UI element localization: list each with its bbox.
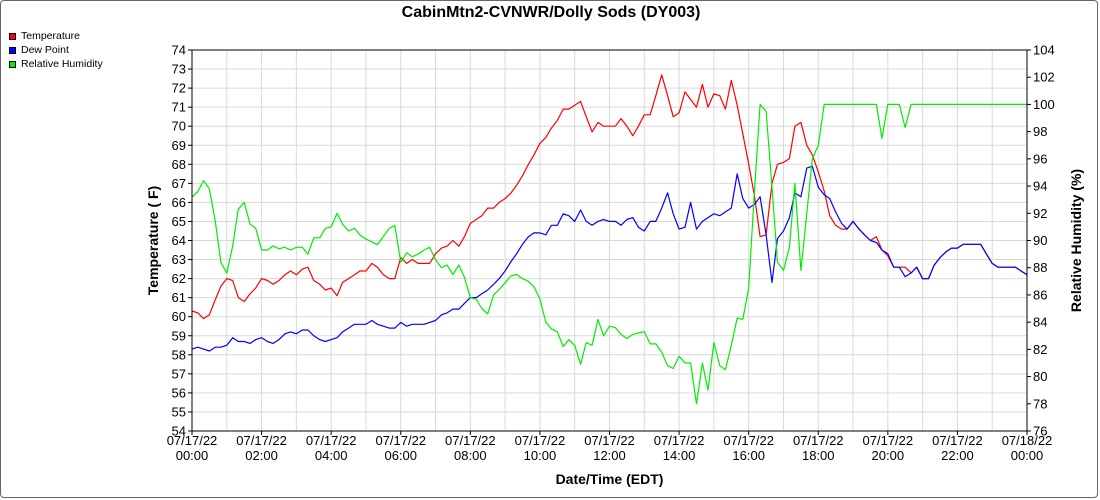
y2-tick-label: 86: [1033, 287, 1047, 302]
y-tick-label: 68: [172, 157, 186, 172]
x-tick-date: 07/17/22: [445, 433, 496, 448]
y2-tick-label: 82: [1033, 342, 1047, 357]
y-tick-label: 63: [172, 252, 186, 267]
axes: [188, 49, 1031, 435]
x-tick-date: 07/17/22: [515, 433, 566, 448]
legend-swatch-temperature: [9, 32, 16, 40]
x-axis-title: Date/Time (EDT): [556, 471, 664, 487]
y-tick-label: 70: [172, 119, 186, 134]
x-tick-date: 07/17/22: [167, 433, 218, 448]
x-tick-time: 18:00: [802, 448, 835, 463]
y2-tick-label: 84: [1033, 315, 1047, 330]
y-tick-label: 71: [172, 100, 186, 115]
x-tick-date: 07/17/22: [654, 433, 705, 448]
x-tick-date: 07/17/22: [306, 433, 357, 448]
legend-label-relative-humidity: Relative Humidity: [21, 58, 103, 70]
x-tick-date: 07/17/22: [793, 433, 844, 448]
y-tick-label: 64: [172, 233, 186, 248]
y2-axis-title: Relative Humidity (%): [1068, 169, 1084, 312]
legend: Temperature Dew Point Relative Humidity: [9, 29, 103, 71]
x-tick-time: 02:00: [245, 448, 278, 463]
chart-title: CabinMtn2-CVNWR/Dolly Sods (DY003): [401, 4, 701, 21]
legend-label-temperature: Temperature: [21, 30, 80, 42]
y2-tick-label: 100: [1033, 97, 1055, 112]
y2-tick-label: 98: [1033, 124, 1047, 139]
y-tick-label: 54: [172, 424, 186, 439]
y2-tick-label: 76: [1033, 424, 1047, 439]
tick-labels: 54 55 56 57 58 59 60 61 62 63 64 65 66 67 68 69 70 71 72 73…: [167, 43, 1055, 464]
y-tick-label: 62: [172, 271, 186, 286]
x-tick-date: 07/17/22: [584, 433, 635, 448]
x-tick-date: 07/17/22: [375, 433, 426, 448]
y2-tick-label: 104: [1033, 43, 1055, 58]
y2-tick-label: 96: [1033, 151, 1047, 166]
y-tick-label: 65: [172, 214, 186, 229]
y-tick-label: 66: [172, 195, 186, 210]
y-tick-label: 60: [172, 309, 186, 324]
x-tick-date: 07/17/22: [236, 433, 287, 448]
y2-tick-label: 78: [1033, 396, 1047, 411]
x-tick-time: 08:00: [454, 448, 487, 463]
y-tick-label: 67: [172, 176, 186, 191]
x-tick-time: 14:00: [663, 448, 696, 463]
x-tick-time: 10:00: [524, 448, 557, 463]
y-tick-label: 55: [172, 404, 186, 419]
y-tick-label: 69: [172, 138, 186, 153]
y-tick-label: 74: [172, 43, 186, 58]
y-axis-title: Temperature ( F): [145, 186, 161, 295]
x-tick-time: 00:00: [176, 448, 209, 463]
x-tick-time: 12:00: [593, 448, 626, 463]
y2-tick-label: 94: [1033, 179, 1047, 194]
x-tick-date: 07/17/22: [723, 433, 774, 448]
x-tick-time: 20:00: [872, 448, 905, 463]
legend-swatch-relative-humidity: [9, 60, 16, 68]
x-tick-time: 16:00: [732, 448, 765, 463]
y2-tick-label: 88: [1033, 260, 1047, 275]
plot-border: [191, 49, 1028, 432]
grid: [191, 49, 1028, 432]
legend-swatch-dew-point: [9, 46, 16, 54]
x-tick-date: 07/17/22: [863, 433, 914, 448]
y-tick-label: 58: [172, 347, 186, 362]
legend-label-dew-point: Dew Point: [21, 44, 69, 56]
y-tick-label: 61: [172, 290, 186, 305]
y2-tick-label: 80: [1033, 369, 1047, 384]
legend-item-relative-humidity: Relative Humidity: [9, 57, 103, 71]
legend-item-dew-point: Dew Point: [9, 43, 103, 57]
x-tick-date: 07/17/22: [932, 433, 983, 448]
y2-tick-label: 102: [1033, 70, 1055, 85]
series-line-dew-point: [191, 165, 1028, 352]
y-tick-label: 59: [172, 328, 186, 343]
series-line-relative-humidity: [191, 103, 1027, 405]
x-tick-date: 07/18/22: [1002, 433, 1053, 448]
series-line-temperature: [191, 74, 1028, 320]
legend-item-temperature: Temperature: [9, 29, 103, 43]
y-tick-label: 56: [172, 385, 186, 400]
x-tick-time: 04:00: [315, 448, 348, 463]
y2-tick-label: 90: [1033, 233, 1047, 248]
x-tick-time: 06:00: [384, 448, 417, 463]
y-tick-label: 57: [172, 366, 186, 381]
y-tick-label: 72: [172, 81, 186, 96]
y-tick-label: 73: [172, 62, 186, 77]
x-tick-time: 22:00: [941, 448, 974, 463]
x-tick-time: 00:00: [1011, 448, 1044, 463]
series-lines: [191, 74, 1028, 405]
y2-tick-label: 92: [1033, 206, 1047, 221]
